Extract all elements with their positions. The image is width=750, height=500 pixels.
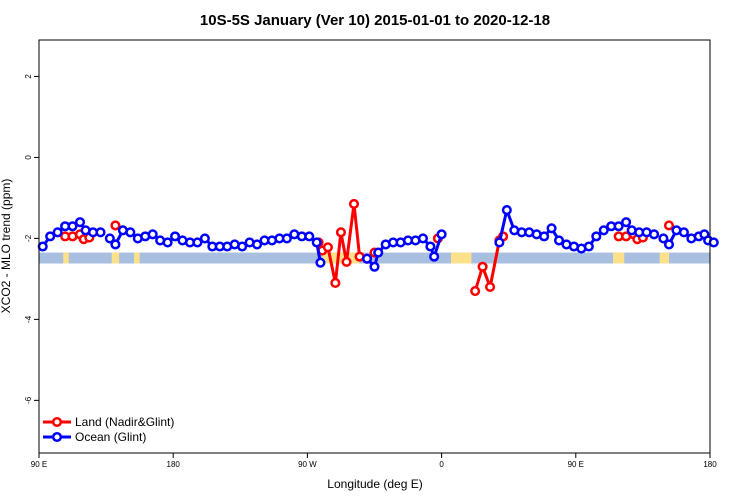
x-tick-label-2: 90 W <box>298 460 317 469</box>
x-tick-label-4: 90 E <box>568 460 584 469</box>
series-1-point-2-10 <box>429 251 440 262</box>
series-1-point-1-24 <box>281 233 292 244</box>
series-1-point-3-14 <box>598 225 609 236</box>
series-1-point-3-13 <box>591 231 602 242</box>
legend-land-label: Land (Nadir&Glint) <box>75 415 174 429</box>
series-0-point-2-5 <box>341 256 352 267</box>
series-0-point-4-2 <box>485 281 496 293</box>
series-1-point-0-4 <box>67 221 78 232</box>
series-0-point-1-0 <box>110 220 121 231</box>
series-1-point-4-8 <box>708 237 719 248</box>
series-1-point-4-3 <box>678 227 689 238</box>
series-1-point-1-29 <box>315 257 326 268</box>
land-patch-1 <box>111 252 120 264</box>
series-1-point-1-27 <box>304 231 315 242</box>
series-1-point-1-0 <box>104 233 115 244</box>
land-ocean-band <box>39 252 710 264</box>
series-1-point-0-0 <box>37 241 48 252</box>
series-1-point-1-20 <box>252 239 263 250</box>
series-1-point-1-12 <box>192 237 203 248</box>
series-0-point-2-2 <box>322 242 333 253</box>
y-axis: 2 0 -2 -4 -6 <box>24 74 39 404</box>
series-1-point-3-7 <box>546 223 557 234</box>
series-1-point-2-11 <box>436 229 447 240</box>
land-patch-3 <box>322 252 360 264</box>
series-1-point-0-8 <box>95 227 106 238</box>
series-1-point-2-2 <box>373 247 384 258</box>
series-1 <box>37 205 719 272</box>
series-1-point-3-1 <box>501 205 512 216</box>
series-0-point-6-0 <box>663 220 675 231</box>
series-1-point-2-0 <box>361 253 373 264</box>
x-axis-label: Longitude (deg E) <box>327 477 422 491</box>
legend-item-land: Land (Nadir&Glint) <box>43 415 174 429</box>
series-1-point-1-8 <box>162 237 173 248</box>
land-patch-4 <box>450 252 472 264</box>
y-tick-label-4: -6 <box>24 396 33 404</box>
x-tick-label-3: 0 <box>439 460 444 469</box>
series-1-point-2-1 <box>369 261 380 272</box>
land-patch-6 <box>659 252 669 264</box>
series-1-point-0-1 <box>45 231 56 242</box>
series-0-point-4-0 <box>470 285 481 297</box>
y-tick-label-2: -2 <box>24 234 33 242</box>
series-1-point-3-0 <box>494 237 505 248</box>
series-0-point-4-1 <box>477 261 488 272</box>
series-1-point-1-13 <box>199 233 210 244</box>
x-tick-label-1: 180 <box>167 460 181 469</box>
series-1-point-3-17 <box>621 217 632 228</box>
series-layer <box>37 198 719 297</box>
legend-land-marker <box>51 416 63 428</box>
series-1-point-1-1 <box>110 239 121 250</box>
series-1-point-3-12 <box>583 241 594 252</box>
land-patch-2 <box>134 252 140 264</box>
series-1-point-3-21 <box>649 229 660 240</box>
ocean-band <box>39 252 710 264</box>
series-1-point-1-28 <box>311 237 322 248</box>
series-1-point-1-18 <box>237 241 248 252</box>
chart-title: 10S-5S January (Ver 10) 2015-01-01 to 20… <box>200 12 550 29</box>
series-0-point-2-6 <box>348 198 360 210</box>
x-tick-label-5: 180 <box>703 460 717 469</box>
series-1-point-4-1 <box>663 239 675 250</box>
series-1-point-2-8 <box>417 233 429 244</box>
series-1-point-3-16 <box>613 221 624 232</box>
series-1-point-1-6 <box>147 229 158 240</box>
series-1-point-2-9 <box>425 241 436 252</box>
y-axis-label: XCO2 - MLO trend (ppm) <box>0 179 13 314</box>
x-axis: 90 E 180 90 W 0 90 E 180 <box>31 453 717 469</box>
series-1-point-1-9 <box>170 231 181 242</box>
plot-frame <box>38 39 711 454</box>
series-1-point-4-0 <box>658 233 669 244</box>
land-patch-5 <box>613 252 625 264</box>
x-tick-label-0: 90 E <box>31 460 47 469</box>
series-1-point-0-2 <box>52 227 63 238</box>
series-1-point-0-5 <box>74 217 86 228</box>
land-patch-0 <box>63 252 69 264</box>
legend: Land (Nadir&Glint) Ocean (Glint) <box>43 415 174 444</box>
series-0-point-2-3 <box>330 277 341 288</box>
y-tick-label-3: -4 <box>24 315 33 323</box>
legend-ocean-marker <box>51 431 63 443</box>
legend-ocean-label: Ocean (Glint) <box>75 430 146 444</box>
y-tick-label-1: 0 <box>24 155 33 160</box>
y-tick-label-0: 2 <box>24 74 33 79</box>
legend-item-ocean: Ocean (Glint) <box>43 430 146 444</box>
series-0-point-2-4 <box>335 227 347 238</box>
series-1-point-3-6 <box>539 231 550 242</box>
series-1-point-1-3 <box>125 227 136 238</box>
series-1-point-3-8 <box>553 235 565 246</box>
